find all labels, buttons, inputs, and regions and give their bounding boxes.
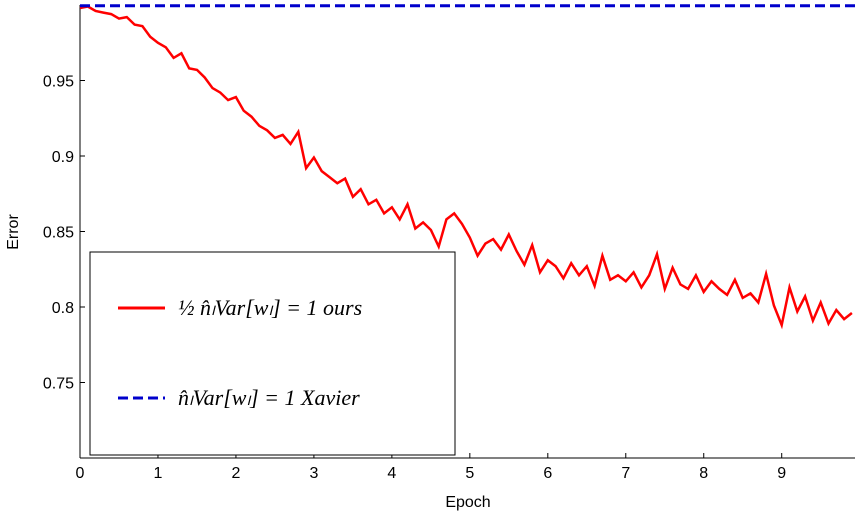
y-tick-label: 0.85 <box>43 225 74 242</box>
legend-label: ½ n̂ₗVar[wₗ] = 1 ours <box>178 295 362 320</box>
legend-box <box>89 251 456 456</box>
x-tick-label: 8 <box>699 465 708 482</box>
x-tick-label: 6 <box>543 465 552 482</box>
x-tick-label: 5 <box>465 465 474 482</box>
x-tick-label: 9 <box>777 465 786 482</box>
y-tick-label: 0.8 <box>52 300 74 317</box>
x-axis-label: Epoch <box>445 494 490 511</box>
x-tick-label: 4 <box>387 465 396 482</box>
legend-label: n̂ₗVar[wₗ] = 1 Xavier <box>178 385 360 410</box>
y-tick-label: 0.9 <box>52 149 74 166</box>
x-tick-label: 1 <box>154 465 163 482</box>
x-tick-label: 0 <box>76 465 85 482</box>
x-tick-label: 7 <box>621 465 630 482</box>
x-tick-label: 2 <box>231 465 240 482</box>
series-line <box>79 5 853 330</box>
y-axis-label: Error <box>5 214 22 250</box>
x-tick-label: 3 <box>309 465 318 482</box>
y-tick-label: 0.75 <box>43 376 74 393</box>
y-tick-label: 0.95 <box>43 74 74 91</box>
